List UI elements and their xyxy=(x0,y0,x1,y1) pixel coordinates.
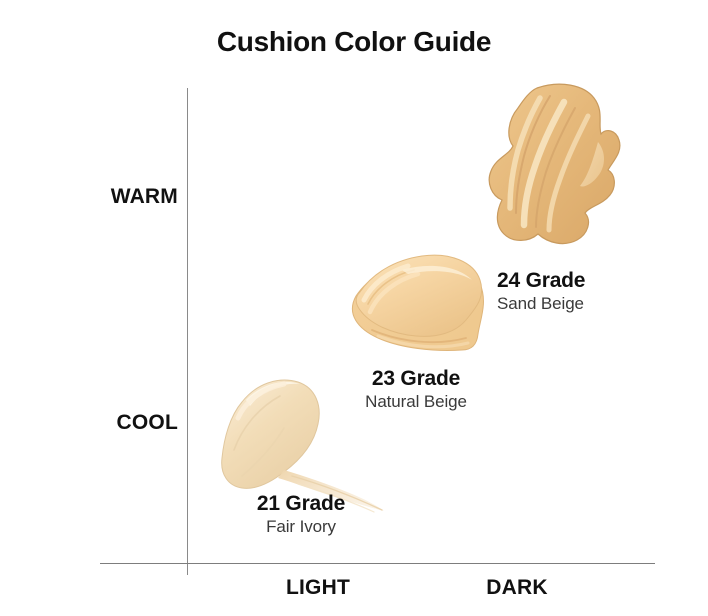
swatch-tone-21: Fair Ivory xyxy=(266,517,336,537)
x-axis-line xyxy=(100,563,655,564)
swatch-21-grade xyxy=(212,372,397,517)
page-title: Cushion Color Guide xyxy=(216,26,492,57)
swatch-grade-24: 24 Grade xyxy=(497,269,586,292)
y-axis-line xyxy=(187,88,188,575)
swatch-label-24: 24 Grade Sand Beige xyxy=(497,268,585,316)
swatch-grade-23: 23 Grade xyxy=(371,367,461,390)
swatch-grade-21: 21 Grade xyxy=(256,492,346,515)
x-axis-label-light: LIGHT xyxy=(286,576,350,599)
swatch-23-grade xyxy=(338,244,503,364)
swatch-tone-24: Sand Beige xyxy=(497,294,584,314)
x-axis-label-dark: DARK xyxy=(486,576,548,599)
swatch-label-21: 21 Grade Fair Ivory xyxy=(245,491,357,539)
swatch-24-grade xyxy=(480,82,630,267)
swatch-tone-23: Natural Beige xyxy=(365,392,467,412)
y-axis-label-cool: COOL xyxy=(116,411,178,434)
y-axis-label-warm: WARM xyxy=(110,185,178,208)
swatch-label-23: 23 Grade Natural Beige xyxy=(360,366,472,414)
